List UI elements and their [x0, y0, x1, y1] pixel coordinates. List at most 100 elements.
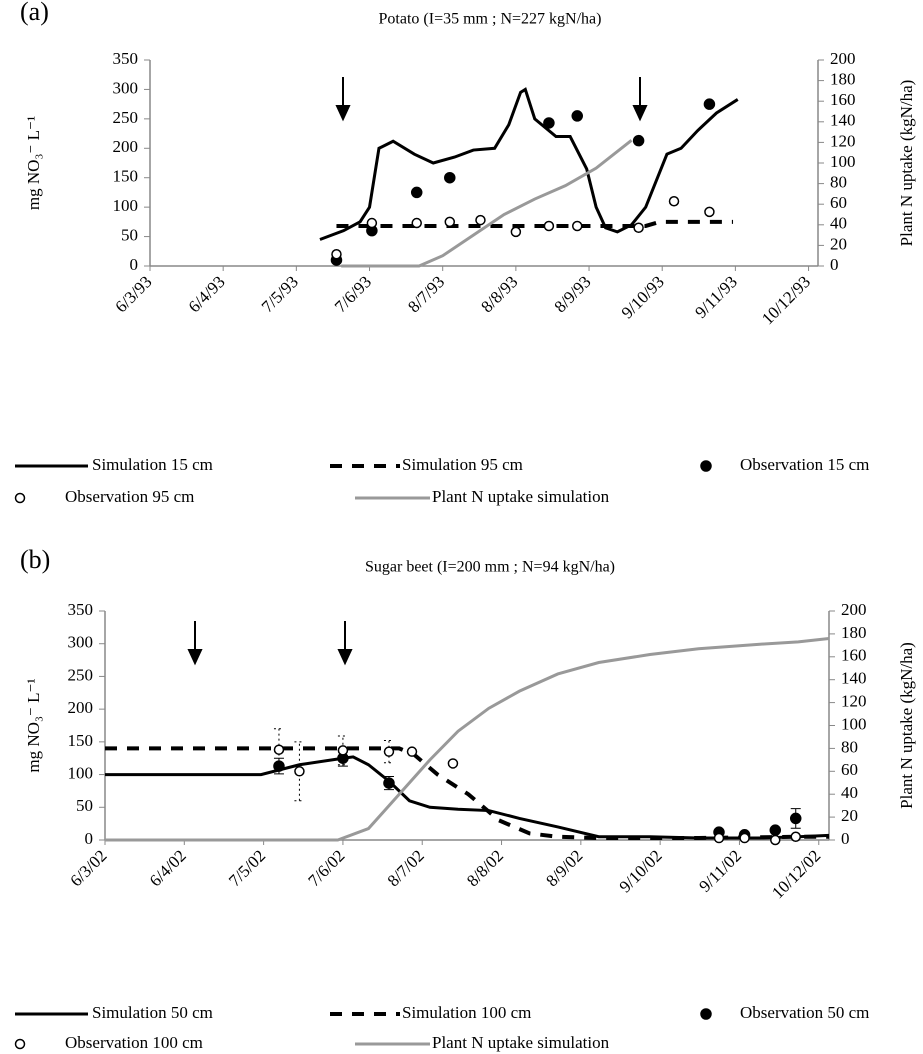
y-tick-label: 150	[68, 731, 94, 750]
y-tick-label: 0	[130, 255, 139, 274]
series-line	[105, 636, 830, 842]
x-tick-label: 7/5/02	[225, 846, 269, 890]
x-tick-label: 6/3/93	[111, 272, 155, 316]
data-point	[411, 217, 422, 229]
y-tick-label: 350	[113, 49, 139, 68]
panel-label: (b)	[20, 545, 50, 574]
x-tick-label: 8/7/02	[384, 846, 428, 890]
legend-label: Simulation 100 cm	[402, 1003, 531, 1022]
y-tick-label: 150	[113, 167, 139, 186]
data-point	[668, 196, 680, 207]
data-point	[410, 186, 423, 199]
y2-tick-label: 140	[841, 669, 867, 688]
x-tick-label: 10/12/93	[758, 272, 814, 328]
series-line	[341, 139, 633, 268]
y2-axis-label: Plant N uptake (kgN/ha)	[897, 80, 916, 247]
data-point	[789, 812, 802, 825]
chart-title: Potato (I=35 mm ; N=227 kgN/ha)	[379, 11, 602, 28]
data-point	[273, 744, 285, 755]
data-point	[739, 832, 750, 844]
y2-tick-label: 160	[841, 646, 867, 665]
y2-tick-label: 100	[841, 714, 867, 733]
data-point	[543, 117, 555, 129]
chart-title: Sugar beet (I=200 mm ; N=94 kgN/ha)	[365, 559, 615, 576]
y2-tick-label: 200	[830, 49, 856, 68]
y2-tick-label: 180	[830, 70, 856, 89]
x-tick-label: 8/8/93	[477, 272, 521, 316]
y-tick-label: 250	[113, 108, 139, 127]
data-point	[770, 834, 781, 846]
y2-tick-label: 100	[830, 152, 856, 171]
y-tick-label: 250	[68, 665, 94, 684]
data-point	[406, 746, 418, 757]
x-tick-label: 9/10/02	[616, 846, 666, 896]
legend-marker	[14, 492, 26, 504]
data-point	[769, 824, 782, 836]
panel-label: (a)	[20, 0, 49, 26]
y2-tick-label: 40	[841, 783, 858, 802]
data-point	[444, 171, 456, 184]
data-point	[444, 216, 456, 228]
data-point	[633, 222, 644, 233]
y-tick-label: 300	[113, 78, 139, 97]
y2-tick-label: 200	[841, 600, 867, 619]
legend-label: Observation 100 cm	[65, 1033, 203, 1052]
y2-tick-label: 20	[830, 234, 847, 253]
x-tick-label: 10/12/02	[768, 846, 824, 902]
data-point	[543, 220, 555, 232]
data-point	[383, 777, 395, 789]
data-point	[366, 217, 378, 229]
y2-tick-label: 40	[830, 214, 847, 233]
x-tick-label: 7/6/02	[304, 846, 348, 890]
y2-tick-label: 60	[830, 193, 847, 212]
data-point	[704, 206, 715, 218]
y-tick-label: 50	[76, 796, 93, 815]
data-point	[294, 766, 305, 777]
legend-label: Observation 50 cm	[740, 1003, 869, 1022]
data-point	[337, 745, 349, 756]
legend-label: Plant N uptake simulation	[432, 487, 610, 506]
y2-tick-label: 80	[830, 173, 847, 192]
y2-tick-label: 140	[830, 111, 856, 130]
legend-label: Simulation 95 cm	[402, 455, 523, 474]
y-tick-label: 50	[121, 225, 138, 244]
y-tick-label: 300	[68, 633, 94, 652]
data-point	[571, 220, 583, 232]
y2-axis-label: Plant N uptake (kgN/ha)	[897, 642, 916, 809]
y-axis-label: mg NO₃⁻ L⁻¹	[24, 678, 43, 772]
x-tick-label: 8/8/02	[463, 846, 507, 890]
legend-label: Simulation 15 cm	[92, 455, 213, 474]
x-tick-label: 9/11/93	[691, 272, 741, 322]
data-point	[447, 758, 459, 769]
y2-tick-label: 0	[830, 255, 839, 274]
x-tick-label: 8/7/93	[404, 272, 448, 316]
y2-tick-label: 120	[830, 131, 856, 150]
error-bar	[337, 735, 348, 766]
y-tick-label: 100	[113, 196, 139, 215]
y-tick-label: 0	[85, 829, 94, 848]
data-point	[475, 214, 486, 226]
y-tick-label: 100	[68, 763, 94, 782]
y-tick-label: 200	[68, 698, 94, 717]
legend-label: Observation 15 cm	[740, 455, 869, 474]
legend-label: Simulation 50 cm	[92, 1003, 213, 1022]
data-point	[632, 134, 645, 147]
y2-tick-label: 60	[841, 760, 858, 779]
arrows	[187, 77, 648, 666]
data-point	[703, 98, 716, 110]
y2-tick-label: 20	[841, 806, 858, 825]
legend-label: Plant N uptake simulation	[432, 1033, 610, 1052]
legend-marker	[14, 1038, 26, 1050]
data-point	[571, 110, 583, 122]
data-point	[713, 832, 725, 844]
y2-tick-label: 160	[830, 90, 856, 109]
y-axis-label: mg NO₃⁻ L⁻¹	[24, 116, 43, 210]
y-tick-label: 200	[113, 137, 139, 156]
error-bar	[294, 741, 305, 802]
y-tick-label: 350	[68, 600, 94, 619]
data-point	[510, 226, 522, 238]
x-tick-label: 9/10/93	[618, 272, 668, 322]
x-tick-label: 8/9/93	[550, 272, 594, 316]
x-tick-label: 6/3/02	[66, 846, 110, 890]
